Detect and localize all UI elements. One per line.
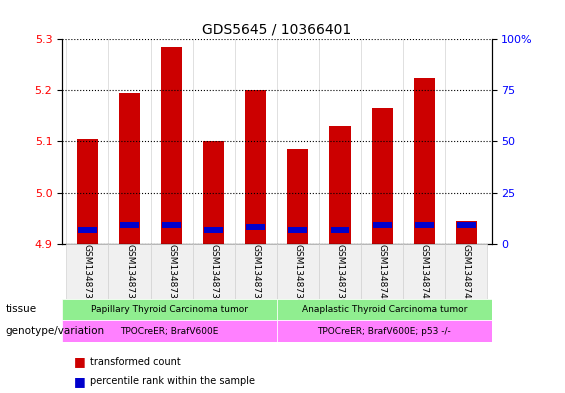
Bar: [277, 299, 492, 320]
FancyBboxPatch shape: [361, 244, 403, 299]
Bar: [120, 222, 139, 228]
Bar: [288, 149, 308, 244]
Text: transformed count: transformed count: [90, 356, 181, 367]
FancyBboxPatch shape: [319, 244, 361, 299]
Bar: [162, 222, 181, 228]
Text: GSM1348740: GSM1348740: [377, 244, 386, 304]
Bar: [288, 227, 307, 233]
Title: GDS5645 / 10366401: GDS5645 / 10366401: [202, 23, 351, 37]
FancyBboxPatch shape: [193, 244, 234, 299]
Text: TPOCreER; BrafV600E; p53 -/-: TPOCreER; BrafV600E; p53 -/-: [318, 327, 451, 336]
Bar: [277, 320, 492, 342]
Text: GSM1348733: GSM1348733: [83, 244, 92, 304]
FancyBboxPatch shape: [150, 244, 193, 299]
Text: TPOCreER; BrafV600E: TPOCreER; BrafV600E: [120, 327, 219, 336]
FancyBboxPatch shape: [234, 244, 277, 299]
Text: GSM1348737: GSM1348737: [251, 244, 260, 304]
Text: GSM1348738: GSM1348738: [293, 244, 302, 304]
Bar: [456, 220, 477, 244]
FancyBboxPatch shape: [277, 244, 319, 299]
Text: genotype/variation: genotype/variation: [6, 326, 105, 336]
Bar: [77, 139, 98, 244]
FancyBboxPatch shape: [403, 244, 445, 299]
Bar: [245, 90, 266, 244]
Bar: [329, 126, 350, 244]
Text: percentile rank within the sample: percentile rank within the sample: [90, 376, 255, 386]
FancyBboxPatch shape: [66, 244, 108, 299]
Text: GSM1348742: GSM1348742: [462, 244, 471, 304]
Text: ■: ■: [73, 355, 85, 368]
Text: GSM1348739: GSM1348739: [336, 244, 345, 304]
Bar: [372, 108, 393, 244]
Text: GSM1348735: GSM1348735: [167, 244, 176, 304]
Bar: [331, 227, 350, 233]
Text: tissue: tissue: [6, 305, 37, 314]
Text: Papillary Thyroid Carcinoma tumor: Papillary Thyroid Carcinoma tumor: [91, 305, 248, 314]
Bar: [457, 222, 476, 228]
Bar: [373, 222, 392, 228]
Bar: [62, 320, 277, 342]
Bar: [414, 77, 434, 244]
FancyBboxPatch shape: [445, 244, 488, 299]
Text: GSM1348736: GSM1348736: [209, 244, 218, 304]
Bar: [204, 227, 223, 233]
Bar: [119, 93, 140, 244]
Bar: [161, 47, 182, 244]
Bar: [246, 224, 266, 230]
Text: ■: ■: [73, 375, 85, 388]
Text: GSM1348741: GSM1348741: [420, 244, 429, 304]
Bar: [415, 222, 434, 228]
FancyBboxPatch shape: [108, 244, 150, 299]
Bar: [78, 227, 97, 233]
Bar: [62, 299, 277, 320]
Bar: [203, 141, 224, 244]
Text: Anaplastic Thyroid Carcinoma tumor: Anaplastic Thyroid Carcinoma tumor: [302, 305, 467, 314]
Text: GSM1348734: GSM1348734: [125, 244, 134, 304]
